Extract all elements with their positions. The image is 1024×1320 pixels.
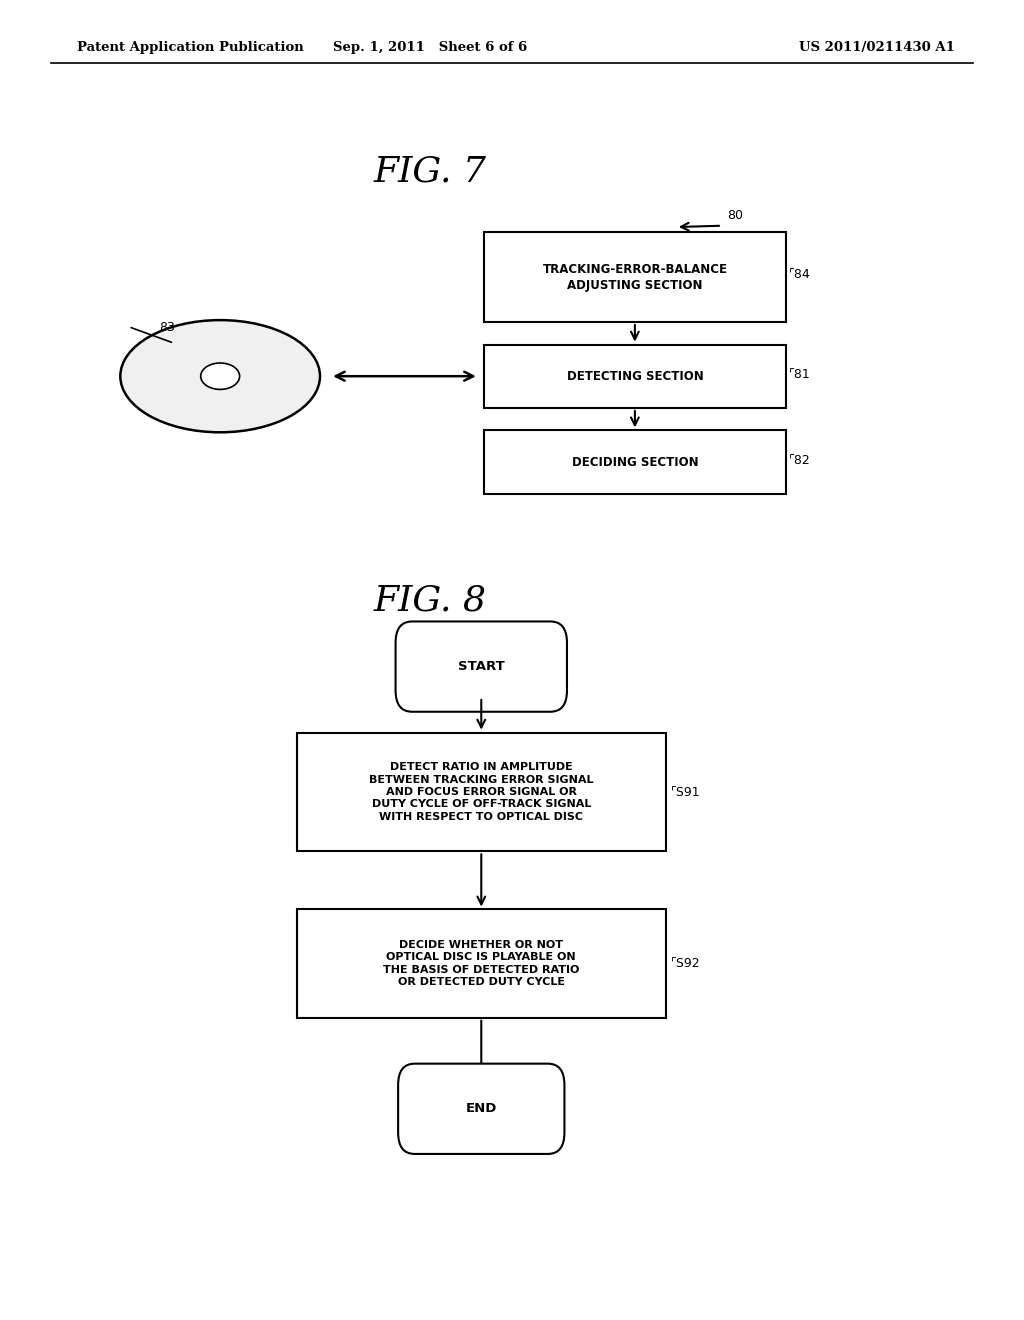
Text: ⌜81: ⌜81 [788,368,810,381]
FancyBboxPatch shape [484,430,786,494]
Text: DECIDE WHETHER OR NOT
OPTICAL DISC IS PLAYABLE ON
THE BASIS OF DETECTED RATIO
OR: DECIDE WHETHER OR NOT OPTICAL DISC IS PL… [383,940,580,987]
Text: FIG. 8: FIG. 8 [374,583,486,618]
Text: DETECT RATIO IN AMPLITUDE
BETWEEN TRACKING ERROR SIGNAL
AND FOCUS ERROR SIGNAL O: DETECT RATIO IN AMPLITUDE BETWEEN TRACKI… [369,762,594,822]
Text: START: START [458,660,505,673]
FancyBboxPatch shape [484,232,786,322]
Text: TRACKING-ERROR-BALANCE
ADJUSTING SECTION: TRACKING-ERROR-BALANCE ADJUSTING SECTION [543,263,727,292]
Ellipse shape [201,363,240,389]
Text: Sep. 1, 2011   Sheet 6 of 6: Sep. 1, 2011 Sheet 6 of 6 [333,41,527,54]
Text: Patent Application Publication: Patent Application Publication [77,41,303,54]
Text: 80: 80 [727,209,743,222]
FancyBboxPatch shape [395,622,567,711]
Text: ⌜82: ⌜82 [788,454,810,467]
FancyBboxPatch shape [297,733,666,851]
Text: ⌜S91: ⌜S91 [671,785,700,799]
Text: FIG. 7: FIG. 7 [374,154,486,189]
Text: DECIDING SECTION: DECIDING SECTION [571,455,698,469]
Ellipse shape [121,321,319,433]
Text: US 2011/0211430 A1: US 2011/0211430 A1 [799,41,954,54]
Text: ⌜84: ⌜84 [788,268,810,281]
Text: ⌜S92: ⌜S92 [671,957,700,970]
FancyBboxPatch shape [297,909,666,1018]
Text: DETECTING SECTION: DETECTING SECTION [566,370,703,383]
Text: END: END [466,1102,497,1115]
FancyBboxPatch shape [484,345,786,408]
FancyBboxPatch shape [398,1064,564,1154]
Text: 83: 83 [159,321,175,334]
